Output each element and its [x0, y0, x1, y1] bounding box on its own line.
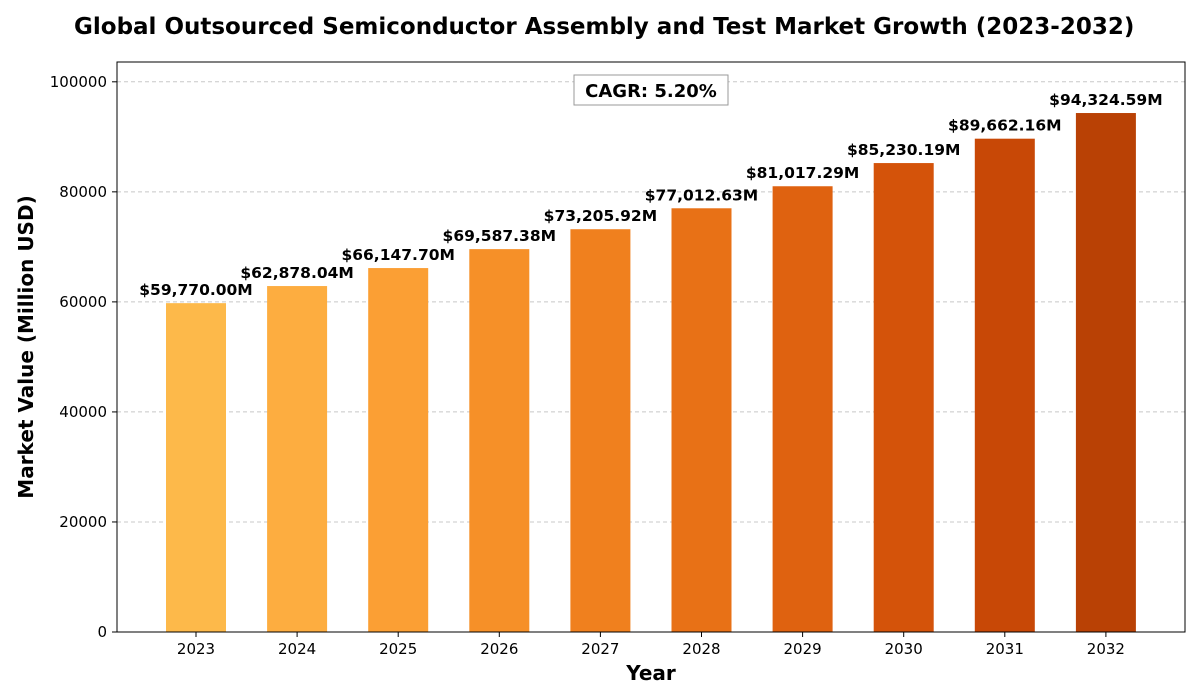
y-axis-label: Market Value (Million USD) [14, 195, 38, 498]
cagr-box [573, 74, 729, 106]
y-tick-label: 20000 [59, 513, 107, 531]
chart-title: Global Outsourced Semiconductor Assembly… [74, 14, 1134, 40]
bar-2027 [570, 229, 631, 632]
x-tick-label: 2027 [581, 640, 619, 658]
y-tick-label: 100000 [50, 73, 107, 91]
bar-2025 [368, 268, 429, 632]
y-tick-label: 0 [97, 623, 107, 641]
x-axis-label: Year [625, 661, 676, 685]
y-tick-label: 60000 [59, 293, 107, 311]
x-tick-label: 2029 [784, 640, 822, 658]
bar-2030 [873, 163, 934, 633]
data-label: $69,587.38M [443, 227, 556, 245]
x-tick-label: 2031 [986, 640, 1024, 658]
bar-2023 [166, 303, 226, 632]
x-tick-label: 2028 [682, 640, 720, 658]
bar-2028 [671, 208, 732, 632]
data-label: $94,324.59M [1049, 91, 1162, 109]
x-tick-label: 2032 [1087, 640, 1125, 658]
data-label: $77,012.63M [645, 186, 758, 204]
data-label: $62,878.04M [240, 264, 353, 282]
cagr-annotation: CAGR: 5.20% [585, 81, 717, 102]
data-labels: $59,770.00M$62,878.04M$66,147.70M$69,587… [139, 91, 1162, 299]
data-label: $81,017.29M [746, 164, 859, 182]
x-tick-label: 2023 [177, 640, 215, 658]
bar-2026 [469, 249, 530, 632]
plot-frame [116, 61, 1186, 633]
x-tick-label: 2030 [885, 640, 923, 658]
y-tick-label: 40000 [59, 403, 107, 421]
data-label: $85,230.19M [847, 141, 960, 159]
y-tick-label: 80000 [59, 183, 107, 201]
x-tick-label: 2024 [278, 640, 316, 658]
bar-2029 [772, 186, 833, 632]
bar-2032 [1075, 113, 1136, 633]
x-axis-ticks: 2023 2024 2025 2026 2027 2028 2029 2030 2031 2032 [177, 632, 1125, 658]
data-label: $66,147.70M [341, 246, 454, 264]
data-label: $59,770.00M [139, 281, 252, 299]
x-tick-label: 2025 [379, 640, 417, 658]
bars [166, 113, 1136, 633]
x-tick-label: 2026 [480, 640, 518, 658]
y-axis-ticks: 0 20000 40000 60000 80000 100000 [50, 73, 117, 641]
bar-2024 [267, 286, 328, 632]
data-label: $73,205.92M [544, 207, 657, 225]
data-label: $89,662.16M [948, 117, 1061, 135]
bar-2031 [974, 138, 1035, 632]
